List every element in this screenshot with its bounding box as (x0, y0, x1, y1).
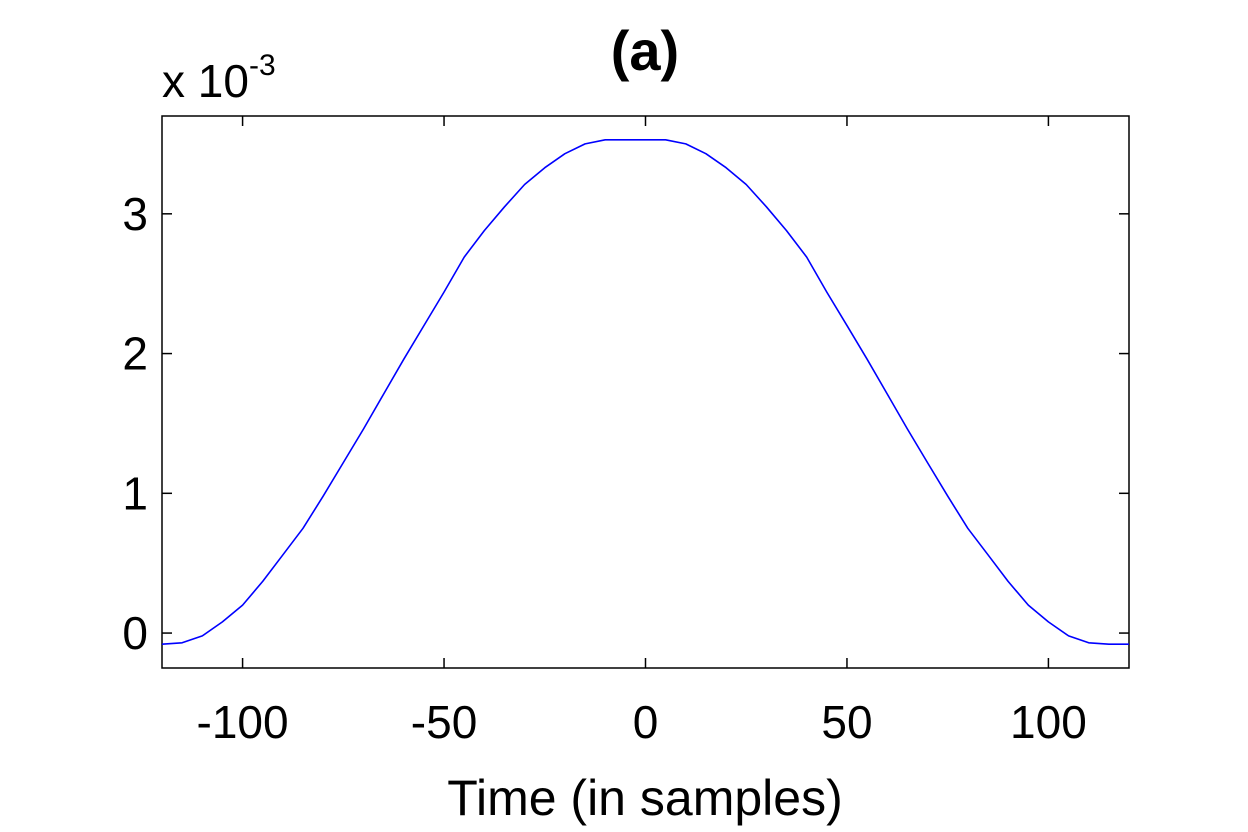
x-tick-label: 50 (821, 696, 872, 748)
y-tick-label: 2 (122, 328, 148, 380)
y-multiplier-prefix: x 10 (162, 55, 249, 107)
y-tick-label: 0 (122, 607, 148, 659)
chart-title: (a) (611, 19, 679, 82)
y-tick-label: 1 (122, 467, 148, 519)
plot-area (161, 115, 1130, 669)
x-axis-label: Time (in samples) (447, 770, 842, 826)
y-multiplier: x 10-3 (162, 49, 276, 107)
axis-ticks (162, 116, 1129, 668)
x-tick-label: -100 (197, 696, 289, 748)
y-tick-label: 3 (122, 188, 148, 240)
x-tick-label: 100 (1010, 696, 1087, 748)
y-multiplier-exponent: -3 (249, 49, 276, 82)
series-line (161, 139, 1129, 645)
x-tick-label: -50 (411, 696, 477, 748)
series-layer (161, 139, 1129, 645)
x-tick-label: 0 (633, 696, 659, 748)
x-tick-labels: -100 -50 0 50 100 (197, 696, 1087, 748)
y-tick-labels: 0 1 2 3 (122, 188, 148, 659)
